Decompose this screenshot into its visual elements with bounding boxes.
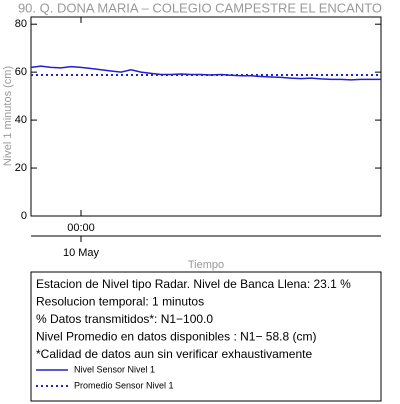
y-tick-label: 80 — [15, 18, 27, 30]
y-tick-label: 40 — [15, 114, 27, 126]
info-line: Resolucion temporal: 1 minutos — [36, 295, 204, 309]
info-line: Nivel Promedio en datos disponibles : N1… — [36, 330, 316, 344]
legend-label: Nivel Sensor Nivel 1 — [74, 364, 155, 374]
plot-frame — [30, 16, 382, 217]
info-line: % Datos transmitidos*: N1−100.0 — [36, 312, 213, 326]
info-line: Estacion de Nivel tipo Radar. Nivel de B… — [36, 277, 351, 291]
x-date-label: 10 May — [63, 247, 100, 259]
y-tick-label: 60 — [15, 66, 27, 78]
level-line — [30, 65, 381, 81]
chart-title: 90. Q. DONA MARIA – COLEGIO CAMPESTRE EL… — [18, 0, 382, 15]
y-tick-label: 0 — [21, 210, 27, 222]
y-tick-label: 20 — [15, 162, 27, 174]
info-line: *Calidad de datos aun sin verificar exha… — [36, 347, 312, 361]
info-box — [30, 271, 382, 402]
x-tick-label: 00:00 — [67, 222, 95, 234]
legend-label: Promedio Sensor Nivel 1 — [74, 380, 174, 390]
y-axis-label: Nivel 1 minutos (cm) — [2, 66, 14, 166]
x-axis-label: Tiempo — [188, 259, 224, 271]
